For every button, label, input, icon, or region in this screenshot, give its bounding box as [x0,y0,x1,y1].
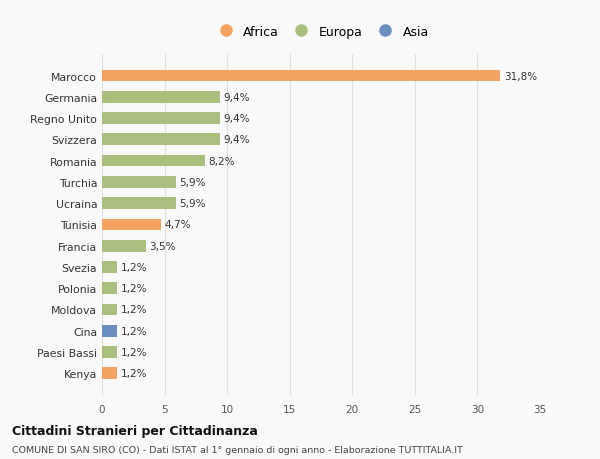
Text: 1,2%: 1,2% [121,326,147,336]
Text: 1,2%: 1,2% [121,369,147,379]
Text: 9,4%: 9,4% [223,93,250,102]
Text: 9,4%: 9,4% [223,135,250,145]
Bar [102,92,220,103]
Legend: Africa, Europa, Asia: Africa, Europa, Asia [208,21,434,44]
Text: 1,2%: 1,2% [121,347,147,357]
Bar [102,113,220,125]
Text: 9,4%: 9,4% [223,114,250,124]
Bar [102,177,176,188]
Text: 1,2%: 1,2% [121,305,147,315]
Text: 1,2%: 1,2% [121,284,147,294]
Bar [102,325,117,337]
Text: 4,7%: 4,7% [164,220,191,230]
Text: COMUNE DI SAN SIRO (CO) - Dati ISTAT al 1° gennaio di ogni anno - Elaborazione T: COMUNE DI SAN SIRO (CO) - Dati ISTAT al … [12,445,463,454]
Bar [102,241,146,252]
Text: 31,8%: 31,8% [504,71,537,81]
Bar [102,219,161,231]
Bar [102,71,500,82]
Bar [102,156,205,167]
Bar [102,368,117,379]
Bar [102,283,117,294]
Bar [102,347,117,358]
Text: 1,2%: 1,2% [121,263,147,272]
Bar [102,198,176,209]
Text: 3,5%: 3,5% [149,241,176,251]
Bar [102,262,117,273]
Text: 5,9%: 5,9% [179,199,206,209]
Bar [102,134,220,146]
Text: 8,2%: 8,2% [208,156,235,166]
Bar [102,304,117,316]
Text: Cittadini Stranieri per Cittadinanza: Cittadini Stranieri per Cittadinanza [12,425,258,437]
Text: 5,9%: 5,9% [179,178,206,187]
